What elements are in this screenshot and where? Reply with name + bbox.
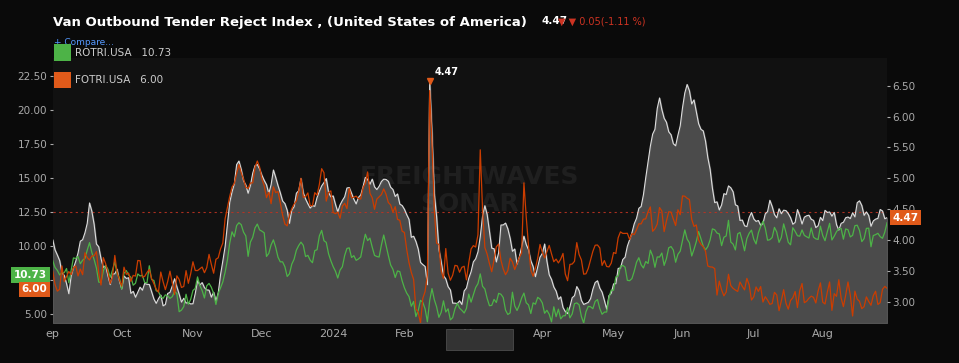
Text: 10.73: 10.73 (14, 270, 47, 280)
Text: 4.47: 4.47 (434, 67, 458, 77)
Text: ▼ ▼ 0.05(-1.11 %): ▼ ▼ 0.05(-1.11 %) (558, 16, 645, 26)
Text: 4.47: 4.47 (893, 213, 919, 223)
Text: FREIGHTWAVES
SONAR: FREIGHTWAVES SONAR (361, 165, 579, 216)
Text: 6.00: 6.00 (21, 284, 47, 294)
Text: ROTRI.USA   10.73: ROTRI.USA 10.73 (75, 48, 171, 58)
Text: Van Outbound Tender Reject Index , (United States of America): Van Outbound Tender Reject Index , (Unit… (53, 16, 526, 29)
Text: —  +: — + (453, 334, 480, 344)
Text: + Compare...: + Compare... (54, 38, 113, 47)
Text: FOTRI.USA   6.00: FOTRI.USA 6.00 (75, 75, 163, 85)
Text: 4.47: 4.47 (542, 16, 568, 26)
